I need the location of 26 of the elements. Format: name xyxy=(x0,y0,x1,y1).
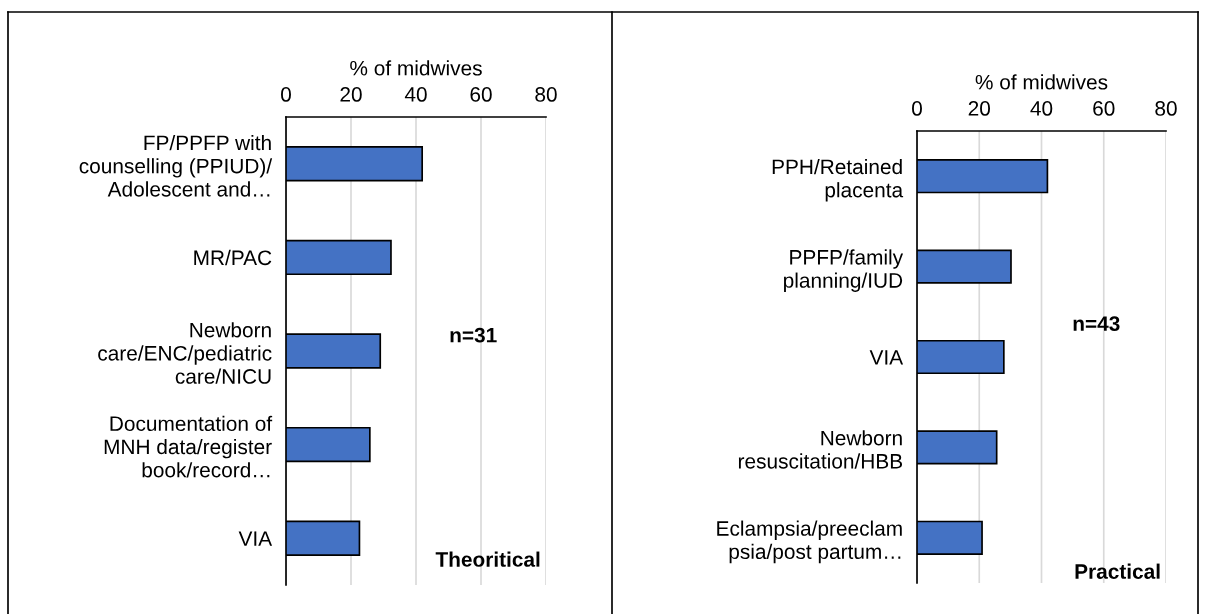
annotation: Theoritical xyxy=(435,551,540,567)
x-tick-label: 40 xyxy=(404,87,427,102)
y-tick-label: Newborn resuscitation/HBB xyxy=(738,430,903,469)
x-tick-label: 0 xyxy=(912,101,922,116)
annotation: n=31 xyxy=(450,327,497,343)
x-axis-title: % of midwives xyxy=(975,74,1108,90)
y-tick-label: PPH/Retained placenta xyxy=(772,158,904,202)
x-tick-label: 20 xyxy=(968,101,991,116)
annotation: n=43 xyxy=(1073,316,1120,331)
x-tick-label: 20 xyxy=(340,87,362,102)
x-axis-title: % of midwives xyxy=(350,60,482,76)
x-tick-label: 0 xyxy=(281,87,291,102)
y-tick-label: VIA xyxy=(238,531,273,546)
x-tick-label: 80 xyxy=(535,87,557,102)
y-tick-label: VIA xyxy=(869,350,904,365)
y-tick-label: MR/PAC xyxy=(194,249,272,266)
x-tick-label: 60 xyxy=(470,87,492,102)
y-tick-label: Eclampsia/preeclam psia/post partum… xyxy=(717,520,902,564)
y-tick-label: Documentation of MNH data/register book/record… xyxy=(104,415,273,478)
x-tick-label: 40 xyxy=(1030,101,1053,116)
y-tick-label: Newborn care/ENC/pediatric care/NICU xyxy=(98,322,272,384)
x-tick-label: 60 xyxy=(1093,101,1115,116)
x-tick-label: 80 xyxy=(1155,101,1177,116)
y-tick-label: PPFP/family planning/IUD xyxy=(784,249,904,292)
y-tick-label: FP/PPFP with counselling (PPIUD)/ Adolescent and… xyxy=(79,134,273,197)
annotation: Practical xyxy=(1075,563,1160,579)
